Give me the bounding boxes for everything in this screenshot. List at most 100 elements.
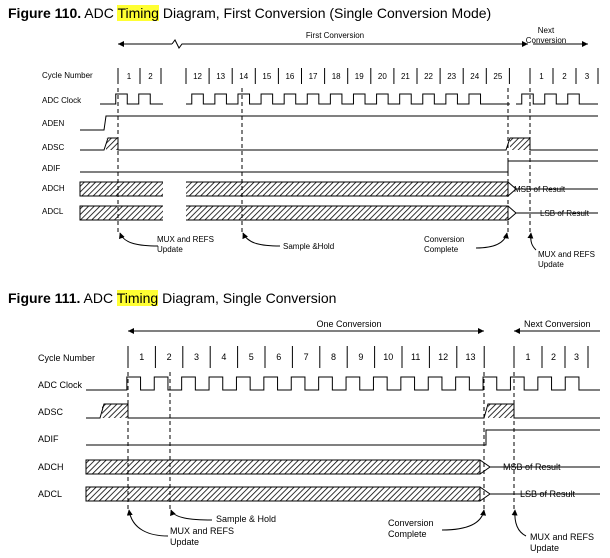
f110-span-arrow-left (118, 41, 124, 47)
f110-span-arrow-right (522, 41, 528, 47)
f110-adcl-bus (79, 205, 509, 221)
f111-signal-label-4: ADCL (38, 489, 62, 499)
f111-cycle-label: Cycle Number (38, 353, 95, 363)
f110-signal-label-1: ADEN (42, 119, 64, 128)
f111-signal-label-2: ADIF (38, 434, 59, 444)
f110-cycles-b-label: 19 (355, 72, 364, 81)
f110-sh-arrow (242, 232, 281, 247)
f111-ann-mux-refs-2: Update (530, 543, 559, 553)
f111-adch-bus (85, 459, 481, 475)
f111-adch-x (479, 459, 491, 475)
f110-mux-arrow (119, 232, 159, 247)
f111-ann-mux-refs: MUX and REFS (170, 526, 234, 536)
f110-signal-label-2: ADSC (42, 143, 64, 152)
f110-cycles-a-label: 2 (148, 72, 153, 81)
figure-111-title-pre: ADC (83, 290, 114, 306)
f111-ann-conversion-complete: Conversion (388, 518, 434, 528)
figure-110-number: Figure 110. (8, 5, 82, 21)
f110-signal-label-4: ADCH (42, 184, 65, 193)
f110-cycles-b-label: 14 (239, 72, 248, 81)
f111-cycles-a-label: 13 (465, 352, 475, 362)
f111-ann-conversion-complete: Complete (388, 529, 427, 539)
f110-ann-sample-hold: Sample &Hold (283, 242, 334, 251)
f110-adsc-hatch-1 (106, 138, 118, 150)
f111-span-next-conversion: Next Conversion (524, 319, 591, 329)
f110-adc-clock-c (516, 93, 598, 105)
f110-cycles-b-label: 23 (447, 72, 456, 81)
f110-ann-conversion-complete: Conversion (424, 235, 464, 244)
f111-cycles-c-label: 3 (574, 352, 579, 362)
f111-cycles-c-label: 2 (551, 352, 556, 362)
f111-signal-label-0: ADC Clock (38, 380, 83, 390)
f110-adsc-hatch-2 (510, 138, 530, 150)
f110-adcl-bus-gap (163, 205, 186, 221)
f111-adcl-bus (85, 486, 481, 502)
f110-span-next-conversion: Next (538, 26, 555, 35)
f111-cycles-a-label: 5 (249, 352, 254, 362)
f111-cycles-a-label: 7 (304, 352, 309, 362)
figure-110-title-pre: ADC (84, 5, 114, 21)
f110-cycles-b-label: 15 (262, 72, 271, 81)
f110-msb-label: MSB of Result (514, 185, 566, 194)
f111-cycles-a-label: 3 (194, 352, 199, 362)
figure-111-title-post: Diagram, Single Conversion (162, 290, 337, 306)
f110-ann-mux-refs: Update (157, 245, 183, 254)
f111-signal-label-3: ADCH (38, 462, 64, 472)
figure-111-title-highlight: Timing (116, 290, 159, 306)
figure-110-title-post: Diagram, First Conversion (Single Conver… (162, 5, 492, 21)
f111-span-arrow-right (478, 328, 484, 334)
f110-cycles-c-label: 2 (562, 72, 567, 81)
f111-span-arrow-left (128, 328, 134, 334)
f110-cycles-b-label: 13 (216, 72, 225, 81)
f110-cycles-b-label: 12 (193, 72, 202, 81)
f111-cycles-a-label: 4 (221, 352, 226, 362)
f110-adcl-x (507, 205, 517, 221)
f110-cycle-label: Cycle Number (42, 71, 93, 80)
f111-ann-mux-refs: Update (170, 537, 199, 547)
f111-cycles-a-label: 12 (438, 352, 448, 362)
f110-cycles-b-label: 25 (493, 72, 502, 81)
f110-aden-signal (80, 115, 598, 131)
f110-ann-conversion-complete: Complete (424, 245, 459, 254)
f111-mux-arrow (126, 509, 169, 537)
f110-mux2-arrow (527, 232, 537, 251)
f111-adc-clock (120, 376, 600, 391)
f111-cycles-a-label: 9 (358, 352, 363, 362)
f110-signal-label-3: ADIF (42, 164, 60, 173)
f110-cycles-b-label: 17 (309, 72, 318, 81)
f111-cycles-a-label: 2 (167, 352, 172, 362)
f110-span-first-conversion: First Conversion (306, 31, 364, 40)
f110-signal-label-0: ADC Clock (42, 96, 82, 105)
f111-adsc-signal (86, 403, 600, 419)
f110-adch-bus (79, 181, 509, 197)
f110-lsb-label: LSB of Result (540, 209, 590, 218)
f111-cycles-c-label: 1 (525, 352, 530, 362)
f110-adc-clock-a (110, 93, 163, 105)
f110-cycles-b-label: 21 (401, 72, 410, 81)
f110-cycles-c-label: 1 (539, 72, 544, 81)
f110-span-next-conversion: Conversion (526, 36, 566, 45)
f110-cycles-b-label: 18 (332, 72, 341, 81)
f110-ann-mux-refs: MUX and REFS (157, 235, 214, 244)
f110-ann-mux-refs-2: Update (538, 260, 564, 269)
f110-cycles-b-label: 20 (378, 72, 387, 81)
f110-cycles-b-label: 22 (424, 72, 433, 81)
f111-span-one-conversion: One Conversion (316, 319, 381, 329)
f111-sh-arrow (170, 509, 213, 521)
f111-msb-label: MSB of Result (503, 462, 561, 472)
f110-cycles-c-label: 3 (585, 72, 590, 81)
f110-adch-bus-gap (163, 181, 186, 197)
f111-cycles-a-label: 11 (411, 352, 420, 362)
f111-signal-label-1: ADSC (38, 407, 64, 417)
f110-span-line (171, 39, 528, 49)
f111-lsb-label: LSB of Result (520, 489, 576, 499)
f111-cc-arrow (441, 509, 487, 531)
f110-cycles-a-label: 1 (127, 72, 132, 81)
f110-ann-mux-refs-2: MUX and REFS (538, 250, 595, 259)
f111-cycles-a-label: 8 (331, 352, 336, 362)
f110-next-arrow (582, 41, 588, 47)
figure-110-title-highlight: Timing (117, 5, 159, 21)
f111-mux2-arrow (511, 509, 527, 537)
